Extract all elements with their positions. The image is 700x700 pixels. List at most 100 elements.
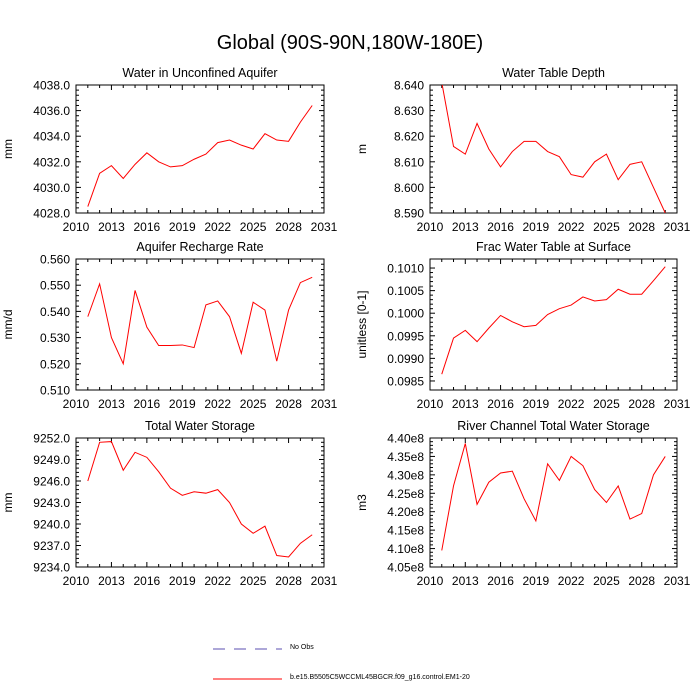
plot-frame xyxy=(75,258,325,391)
x-tick-label: 2022 xyxy=(558,220,585,234)
x-tick-label: 2022 xyxy=(204,574,231,588)
y-tick-label: 0.0995 xyxy=(387,329,424,343)
x-tick-label: 2016 xyxy=(134,574,161,588)
plot-frame xyxy=(75,84,325,214)
y-tick-label: 4.25e8 xyxy=(387,487,424,501)
y-tick-label: 0.1010 xyxy=(387,262,424,276)
y-tick-label: 4.10e8 xyxy=(387,542,424,556)
x-tick-label: 2016 xyxy=(134,220,161,234)
y-tick-label: 8.640 xyxy=(394,79,424,93)
x-tick-label: 2013 xyxy=(452,574,479,588)
y-tick-label: 4036.0 xyxy=(33,104,70,118)
y-tick-label: 4.30e8 xyxy=(387,468,424,482)
chart-panel-5: Total Water Storage mm 2010 2013 2016 2019 202… xyxy=(1,419,338,588)
plot-frame xyxy=(429,437,678,568)
y-tick-label: 0.510 xyxy=(40,384,70,398)
y-axis-label: mm xyxy=(1,139,15,159)
x-tick-label: 2025 xyxy=(593,397,620,411)
main-title: Global (90S-90N,180W-180E) xyxy=(216,32,484,54)
x-tick-label: 2013 xyxy=(98,397,125,411)
panel-title: Frac Water Table at Surface xyxy=(476,240,631,254)
x-tick-label: 2028 xyxy=(275,220,302,234)
data-series-line xyxy=(441,85,666,213)
y-tick-label: 0.0985 xyxy=(387,374,424,388)
x-tick-label: 2019 xyxy=(523,574,550,588)
y-tick-label: 0.540 xyxy=(40,305,70,319)
x-tick-label: 2013 xyxy=(98,220,125,234)
plot-frame xyxy=(75,437,325,568)
x-tick-label: 2022 xyxy=(558,574,585,588)
data-series-line xyxy=(441,443,666,551)
x-tick-label: 2016 xyxy=(134,397,161,411)
x-tick-label: 2016 xyxy=(487,397,514,411)
y-axis-label: m3 xyxy=(355,494,369,511)
data-series-line xyxy=(87,276,313,366)
x-tick-label: 2019 xyxy=(169,574,196,588)
data-series-line xyxy=(441,266,666,375)
y-tick-label: 8.610 xyxy=(394,155,424,169)
x-tick-label: 2010 xyxy=(63,220,90,234)
y-tick-label: 4038.0 xyxy=(33,79,70,93)
x-tick-label: 2031 xyxy=(664,397,691,411)
x-tick-label: 2019 xyxy=(169,220,196,234)
x-tick-label: 2022 xyxy=(204,397,231,411)
x-tick-label: 2019 xyxy=(523,397,550,411)
legend-obs-label: No Obs xyxy=(290,644,314,651)
y-axis-label: mm/d xyxy=(1,310,15,340)
x-tick-label: 2013 xyxy=(452,220,479,234)
chart-panel-2: Water Table Depth m 2010 2013 2016 2019 2022 20… xyxy=(355,66,691,234)
panel-title: Total Water Storage xyxy=(145,419,255,433)
y-tick-label: 0.530 xyxy=(40,331,70,345)
x-tick-label: 2013 xyxy=(98,574,125,588)
panel-title: River Channel Total Water Storage xyxy=(457,419,650,433)
x-tick-label: 2028 xyxy=(275,574,302,588)
x-tick-label: 2016 xyxy=(487,220,514,234)
x-tick-label: 2025 xyxy=(240,220,267,234)
x-tick-label: 2031 xyxy=(311,397,338,411)
y-tick-label: 0.520 xyxy=(40,357,70,371)
y-axis-label: m xyxy=(355,144,369,154)
chart-panel-3: Aquifer Recharge Rate mm/d 2010 2013 2016 201… xyxy=(1,240,338,411)
y-tick-label: 4.40e8 xyxy=(387,432,424,446)
x-tick-label: 2025 xyxy=(593,220,620,234)
y-tick-label: 8.630 xyxy=(394,104,424,118)
panel-title: Water in Unconfined Aquifer xyxy=(122,66,277,80)
chart-panel-6: River Channel Total Water Storage m3 2010 2… xyxy=(355,419,691,588)
y-axis-label: unitless [0-1] xyxy=(355,290,369,358)
y-tick-label: 4.15e8 xyxy=(387,524,424,538)
plot-frame xyxy=(429,258,678,391)
x-tick-label: 2022 xyxy=(204,220,231,234)
x-tick-label: 2010 xyxy=(63,397,90,411)
x-tick-label: 2010 xyxy=(63,574,90,588)
x-tick-label: 2013 xyxy=(452,397,479,411)
y-tick-label: 4032.0 xyxy=(33,155,70,169)
y-tick-label: 0.550 xyxy=(40,279,70,293)
panel-title: Water Table Depth xyxy=(502,66,605,80)
x-tick-label: 2022 xyxy=(558,397,585,411)
x-tick-label: 2028 xyxy=(628,220,655,234)
chart-panel-1: Water in Unconfined Aquifer mm 2010 2013 201… xyxy=(1,66,338,234)
y-tick-label: 0.0990 xyxy=(387,352,424,366)
x-tick-label: 2031 xyxy=(664,574,691,588)
data-series-line xyxy=(87,441,313,558)
x-tick-label: 2019 xyxy=(523,220,550,234)
x-tick-label: 2016 xyxy=(487,574,514,588)
y-tick-label: 4.05e8 xyxy=(387,561,424,575)
x-tick-label: 2010 xyxy=(417,220,444,234)
legend-model-label: b.e15.B5505C5WCCML45BGCR.f09_g16.control… xyxy=(290,674,470,681)
x-tick-label: 2010 xyxy=(417,574,444,588)
chart-panel-4: Frac Water Table at Surface unitless [0-1… xyxy=(355,240,691,411)
y-tick-label: 9243.0 xyxy=(33,496,70,510)
x-tick-label: 2028 xyxy=(628,397,655,411)
y-tick-label: 9237.0 xyxy=(33,539,70,553)
y-tick-label: 0.560 xyxy=(40,253,70,267)
y-tick-label: 0.1000 xyxy=(387,307,424,321)
x-tick-label: 2025 xyxy=(240,574,267,588)
x-tick-label: 2025 xyxy=(240,397,267,411)
y-tick-label: 4028.0 xyxy=(33,207,70,221)
x-tick-label: 2028 xyxy=(628,574,655,588)
x-tick-label: 2031 xyxy=(311,574,338,588)
y-tick-label: 8.590 xyxy=(394,207,424,221)
y-tick-label: 9252.0 xyxy=(33,432,70,446)
